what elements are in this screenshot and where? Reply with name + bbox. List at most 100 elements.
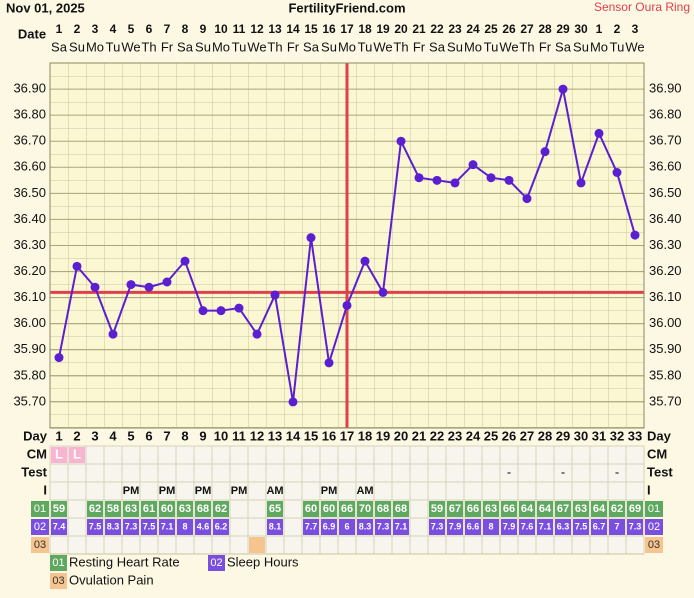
- date-number: 10: [214, 22, 228, 36]
- heart-rate-cell: [627, 501, 643, 517]
- day-number: 1: [55, 428, 62, 443]
- cm-cell: [51, 447, 67, 463]
- y-tick-label-right: 36.20: [649, 263, 682, 278]
- sleep-cell: [87, 519, 103, 535]
- sleep-value: 4.6: [197, 521, 210, 531]
- y-tick-label-right: 36.70: [649, 133, 682, 148]
- temperature-point: [126, 280, 136, 290]
- heart-rate-cell: [519, 501, 535, 517]
- temperature-point: [216, 306, 226, 316]
- temperature-point: [432, 175, 442, 185]
- plot-frame: [49, 62, 645, 429]
- sleep-value: 7.4: [53, 521, 66, 531]
- row-label-right: Day: [647, 428, 672, 443]
- sleep-cell: [627, 519, 643, 535]
- row-label-right: I: [647, 482, 651, 497]
- sleep-value: 6: [344, 521, 349, 531]
- sleep-value: 8.1: [269, 521, 282, 531]
- temperature-point: [234, 303, 244, 313]
- day-number: 23: [448, 428, 462, 443]
- weekday: Th: [267, 39, 282, 54]
- day-number: 11: [232, 428, 246, 443]
- y-tick-label: 35.70: [13, 393, 46, 408]
- weekday: We: [625, 39, 644, 54]
- weekday: Th: [393, 39, 408, 54]
- heart-rate-value: 64: [593, 503, 606, 515]
- y-tick-label-right: 36.50: [649, 185, 682, 200]
- sleep-cell: [537, 519, 553, 535]
- sleep-cell: [447, 519, 463, 535]
- day-number: 12: [250, 428, 264, 443]
- y-tick-label-right: 35.70: [649, 393, 682, 408]
- cm-value: L: [73, 446, 81, 461]
- y-tick-label-right: 36.00: [649, 315, 682, 330]
- intercourse-value: AM: [266, 485, 283, 497]
- heart-rate-value: 60: [161, 503, 173, 515]
- y-tick-label: 36.40: [13, 211, 46, 226]
- heart-rate-cell: [303, 501, 319, 517]
- heart-rate-cell: [465, 501, 481, 517]
- y-tick-label-right: 36.30: [649, 237, 682, 252]
- temperature-point: [540, 147, 550, 157]
- legend-swatch: [50, 555, 67, 571]
- weekday: Su: [573, 39, 589, 54]
- heart-rate-value: 62: [611, 503, 623, 515]
- heart-rate-cell: [555, 501, 571, 517]
- row-label: Day: [23, 428, 48, 443]
- date-number: 12: [250, 22, 264, 36]
- intercourse-value: PM: [195, 485, 212, 497]
- day-number: 26: [502, 428, 516, 443]
- temperature-point: [342, 300, 352, 310]
- legend-label: Ovulation Pain: [69, 572, 154, 587]
- temperature-point: [486, 173, 496, 183]
- sleep-value: 8: [182, 521, 187, 531]
- heart-rate-cell: [123, 501, 139, 517]
- date-number: 2: [614, 22, 621, 36]
- y-tick-label: 36.70: [13, 133, 46, 148]
- heart-rate-value: 64: [521, 503, 534, 515]
- heart-rate-value: 66: [503, 503, 515, 515]
- temperature-point: [252, 329, 262, 339]
- heart-rate-value: 62: [215, 503, 227, 515]
- temperature-point: [630, 230, 640, 240]
- date-number: 28: [538, 22, 552, 36]
- sleep-cell: [573, 519, 589, 535]
- sleep-cell: [591, 519, 607, 535]
- heart-rate-cell: [105, 501, 121, 517]
- date-number: 19: [376, 22, 390, 36]
- legend-swatch: [208, 555, 225, 571]
- sleep-cell: [195, 519, 211, 535]
- date-number: 5: [128, 22, 135, 36]
- heart-rate-cell: [429, 501, 445, 517]
- sleep-cell: [213, 519, 229, 535]
- weekday: Tu: [484, 39, 499, 54]
- weekday: Mo: [338, 39, 356, 54]
- heart-rate-cell: [51, 501, 67, 517]
- day-number: 20: [394, 428, 408, 443]
- heart-rate-cell: [159, 501, 175, 517]
- legend-label: Resting Heart Rate: [69, 554, 180, 569]
- sleep-cell: [357, 519, 373, 535]
- temperature-point: [180, 256, 190, 266]
- row-label: Test: [21, 464, 47, 479]
- site-name[interactable]: FertilityFriend.com: [288, 0, 405, 15]
- weekday: Tu: [610, 39, 625, 54]
- date-number: 25: [484, 22, 498, 36]
- sleep-value: 7: [614, 521, 619, 531]
- temperature-point: [72, 261, 82, 271]
- intercourse-value: PM: [123, 485, 140, 497]
- heart-rate-cell: [177, 501, 193, 517]
- weekday: Fr: [287, 39, 300, 54]
- weekday: Su: [195, 39, 211, 54]
- temperature-point: [468, 160, 478, 170]
- y-tick-label: 36.90: [13, 81, 46, 96]
- temperature-point: [378, 287, 388, 297]
- temperature-point: [576, 178, 586, 188]
- day-number: 22: [430, 428, 444, 443]
- date-number: 21: [412, 22, 426, 36]
- date-number: 20: [394, 22, 408, 36]
- heart-rate-value: 58: [107, 503, 119, 515]
- date-number: 3: [632, 22, 639, 36]
- day-number: 28: [538, 428, 552, 443]
- weekday: Mo: [212, 39, 230, 54]
